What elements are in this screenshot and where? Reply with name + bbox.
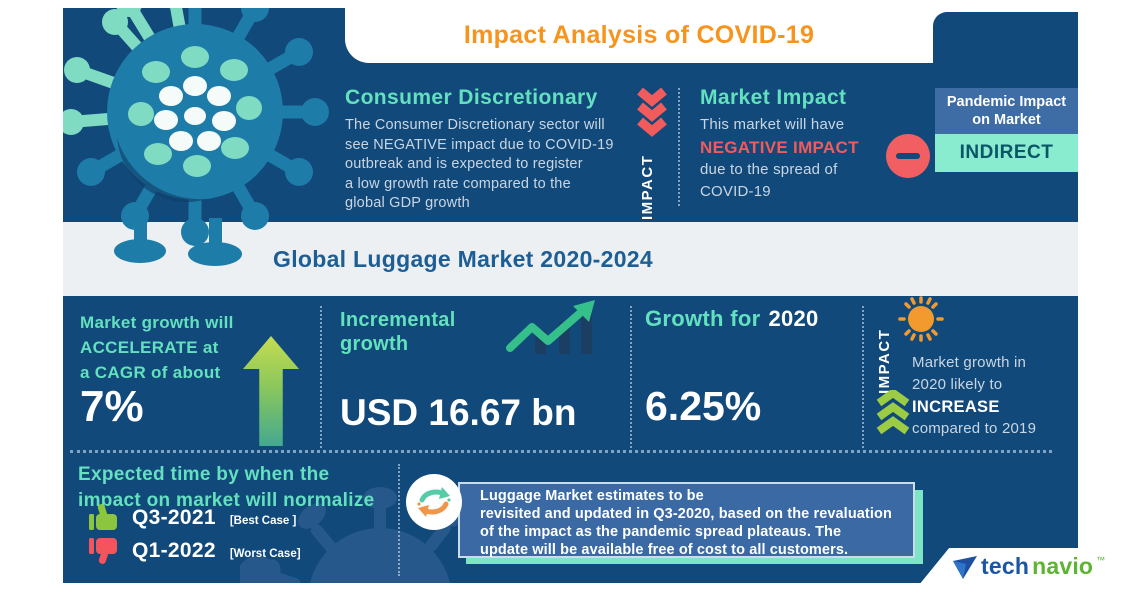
trend-up-icon [505, 298, 600, 365]
best-case-label: [Best Case ] [229, 514, 297, 527]
chevron-up-triple-icon [876, 388, 910, 443]
minus-bar [896, 153, 920, 159]
chevron-down-triple-icon [637, 87, 667, 143]
thumbs-up-icon [89, 504, 117, 530]
body-line: see NEGATIVE impact due to COVID-19 [345, 136, 614, 153]
no-entry-icon [886, 134, 930, 178]
virus-orange-icon [898, 296, 944, 347]
worst-case-row: Q1-2022 [Worst Case] [88, 537, 301, 564]
note-line: update will be available free of cost to… [480, 542, 849, 558]
incremental-growth-value: USD 16.67 bn [340, 392, 577, 433]
pandemic-label-line: on Market [972, 112, 1041, 128]
note-line: of the impact as the pandemic spread pla… [480, 524, 842, 540]
impact-vertical-label: IMPACT [639, 154, 656, 220]
increase-text: INCREASE [912, 398, 1000, 416]
impact-side-line: 2020 likely to [912, 376, 1003, 393]
impact-line: COVID-19 [700, 183, 771, 200]
note-line: revisited and updated in Q3-2020, based … [480, 506, 892, 522]
normalize-heading: Expected time by when the impact on mark… [78, 462, 375, 514]
logo-trademark: ™ [1096, 555, 1106, 565]
negative-impact-text: NEGATIVE IMPACT [700, 138, 859, 157]
impact-side-line: compared to 2019 [912, 420, 1037, 437]
worst-case-label: [Worst Case] [229, 547, 301, 560]
technavio-arrow-icon [953, 555, 977, 579]
divider-dotted-lower [398, 464, 400, 576]
growth-label: Growth for [645, 306, 761, 331]
body-line: outbreak and is expected to register [345, 156, 583, 172]
incremental-line: Incremental [340, 309, 456, 331]
logo-background-wedge [910, 548, 1140, 596]
best-case-quarter: Q3-2021 [132, 505, 216, 529]
body-line: global GDP growth [345, 195, 470, 211]
divider-dotted-2 [630, 306, 632, 448]
market-impact-heading: Market Impact [700, 86, 847, 109]
worst-case-quarter: Q1-2022 [132, 538, 216, 562]
refresh-icon [406, 474, 462, 530]
divider-dotted-horizontal [70, 450, 1052, 453]
impact-side-text: Market growth in 2020 likely to INCREASE… [912, 352, 1036, 440]
impact-line: This market will have [700, 116, 845, 133]
note-line: Luggage Market estimates to be [480, 488, 704, 504]
growth-2020-heading: Growth for 2020 [645, 306, 819, 332]
indirect-badge: INDIRECT [935, 134, 1078, 172]
impact-vertical-label-2: IMPACT [876, 328, 893, 394]
impact-line: due to the spread of [700, 161, 838, 178]
cagr-line: a CAGR of about [80, 363, 221, 382]
logo-navio-text: navio [1032, 553, 1094, 579]
thumbs-down-icon [89, 538, 117, 564]
normalize-line: Expected time by when the [78, 464, 330, 485]
market-impact-body: This market will have NEGATIVE IMPACT du… [700, 114, 859, 203]
divider-dotted-1 [320, 306, 322, 448]
growth-year: 2020 [768, 306, 819, 331]
cagr-line: Market growth will [80, 313, 234, 332]
impact-side-line: Market growth in [912, 354, 1027, 371]
normalize-line: impact on market will normalize [78, 490, 375, 511]
consumer-discretionary-body: The Consumer Discretionary sector will s… [345, 116, 645, 214]
consumer-discretionary-heading: Consumer Discretionary [345, 86, 598, 109]
cagr-heading: Market growth will ACCELERATE at a CAGR … [80, 310, 234, 385]
cagr-line: ACCELERATE at [80, 338, 219, 357]
best-case-row: Q3-2021 [Best Case ] [88, 504, 296, 531]
incremental-line: growth [340, 333, 409, 355]
banner-corner-block [933, 12, 1078, 63]
page-title: Impact Analysis of COVID-19 [463, 21, 815, 49]
technavio-logo: tech navio ™ [952, 553, 1105, 580]
indirect-value: INDIRECT [959, 142, 1054, 163]
incremental-growth-heading: Incremental growth [340, 308, 456, 356]
growth-2020-value: 6.25% [645, 383, 762, 429]
note-box: Luggage Market estimates to be revisited… [458, 482, 915, 558]
body-line: The Consumer Discretionary sector will [345, 117, 605, 133]
title-banner: Impact Analysis of COVID-19 [345, 8, 933, 63]
pandemic-impact-box: Pandemic Impact on Market [935, 88, 1078, 134]
divider-dotted-top [678, 88, 680, 206]
body-line: a low growth rate compared to the [345, 175, 571, 192]
logo-tech-text: tech [981, 553, 1030, 579]
divider-dotted-3 [862, 306, 864, 448]
cagr-value: 7% [80, 382, 144, 431]
pandemic-label-line: Pandemic Impact [946, 94, 1067, 110]
market-title: Global Luggage Market 2020-2024 [273, 246, 653, 272]
